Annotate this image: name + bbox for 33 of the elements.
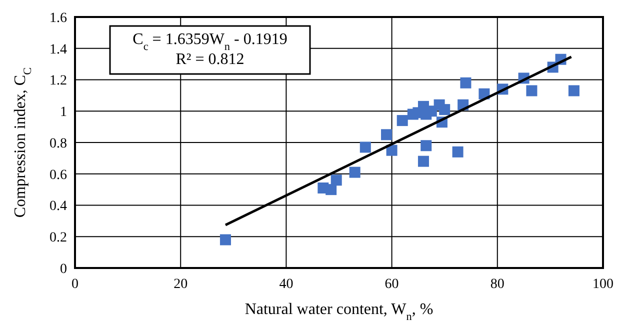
point xyxy=(349,166,360,178)
y-tick-label: 1.6 xyxy=(50,10,67,26)
y-tick-label: 1 xyxy=(60,105,67,120)
y-tick-label: 0.6 xyxy=(50,168,67,183)
point xyxy=(330,174,342,186)
point xyxy=(439,104,450,116)
point xyxy=(526,85,538,96)
annotation: C$_{c}$ = 1.6359W$_{n}$ - 0.1919 xyxy=(132,31,288,53)
y-tick-label: 1.2 xyxy=(50,74,67,89)
point xyxy=(420,140,432,152)
y-tick-label: 1.4 xyxy=(50,42,67,58)
x-tick-label: 20 xyxy=(174,277,188,292)
point xyxy=(220,234,231,246)
point xyxy=(386,144,398,156)
point xyxy=(568,85,580,96)
y-tick-label: 0.8 xyxy=(50,136,67,152)
x-tick-label: 0 xyxy=(72,277,78,292)
y-tick-label: 0.2 xyxy=(50,230,67,246)
point xyxy=(460,77,472,88)
y-tick-label: 0 xyxy=(60,262,67,277)
point xyxy=(452,146,464,158)
x-tick-label: 60 xyxy=(384,277,399,292)
annotation: R² = 0.812 xyxy=(176,51,244,68)
point xyxy=(381,129,392,140)
point xyxy=(360,142,371,153)
x-tick-label: 80 xyxy=(490,277,504,292)
point xyxy=(396,115,408,126)
point xyxy=(418,156,429,167)
x-axis-title: Natural water content, W$_{n}$, % xyxy=(244,301,434,323)
y-tick-label: 0.4 xyxy=(50,199,67,214)
x-tick-label: 100 xyxy=(592,277,614,292)
x-tick-label: 40 xyxy=(279,277,294,292)
point xyxy=(326,184,337,196)
